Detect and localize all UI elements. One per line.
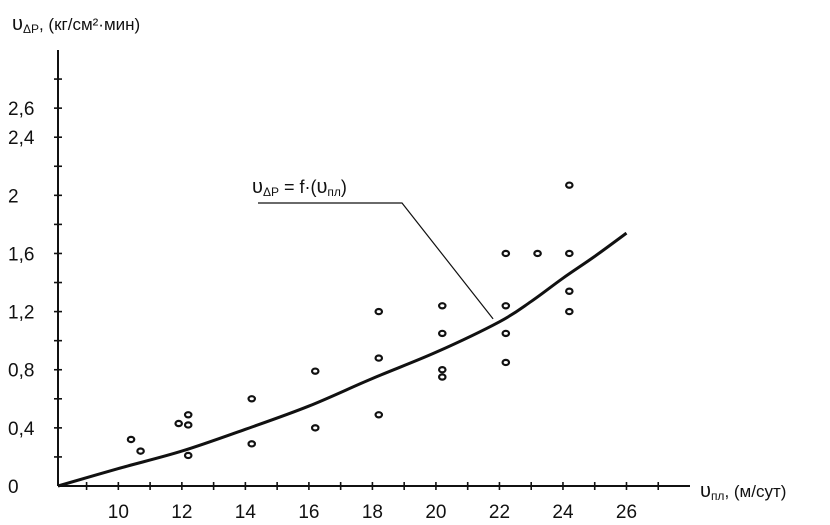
data-point [136, 447, 145, 455]
x-tick-label: 14 [235, 502, 257, 523]
x-axis-symbol: υ [700, 480, 711, 502]
y-axis-symbol: υ [12, 13, 23, 35]
data-point [501, 329, 511, 338]
y-tick-label: 0 [8, 477, 19, 498]
y-tick-label: 2,4 [8, 128, 35, 149]
data-point [501, 249, 511, 258]
x-tick-label: 12 [171, 502, 192, 523]
data-point [374, 411, 384, 419]
data-points [126, 181, 574, 460]
x-axis-title: υпл, (м/сут) [700, 480, 786, 503]
x-tick-label: 24 [552, 502, 574, 523]
x-tick-label: 16 [298, 502, 319, 523]
y-axis-subscript: ΔР [23, 22, 39, 36]
data-point [310, 424, 320, 432]
x-tick-label: 20 [425, 502, 446, 523]
data-point [247, 440, 257, 448]
y-tick-label: 2 [8, 186, 19, 207]
curve-annotation: υΔР = f·(υпл) [252, 176, 494, 320]
x-tick-label: 26 [616, 502, 637, 523]
trend-line [57, 231, 628, 488]
data-point [565, 249, 574, 258]
y-tick-label: 2,6 [8, 99, 34, 120]
data-point [174, 419, 183, 428]
svg-text:υпл, (м/сут): υпл, (м/сут) [700, 480, 786, 503]
data-point [183, 411, 193, 419]
trend-line-layer [57, 231, 628, 488]
data-point [501, 302, 511, 310]
curve-annotation-text: υΔР = f·(υпл) [252, 176, 347, 199]
x-tick-label: 18 [362, 502, 383, 523]
svg-text:υΔР, (кг/см²·мин): υΔР, (кг/см²·мин) [12, 13, 140, 36]
y-tick-label: 0,4 [8, 419, 35, 440]
axes [57, 50, 690, 487]
data-point [374, 307, 384, 316]
data-point [437, 329, 447, 338]
y-axis-units: , (кг/см²·мин) [39, 15, 140, 34]
data-point [183, 421, 193, 429]
data-point [183, 451, 193, 460]
y-axis-title: υΔР, (кг/см²·мин) [12, 13, 140, 36]
data-point [126, 435, 136, 444]
data-point [565, 307, 574, 316]
x-tick-label: 10 [108, 502, 129, 523]
data-point [374, 354, 384, 362]
data-point [533, 249, 542, 258]
x-axis-units: , (м/сут) [724, 482, 786, 501]
x-axis-subscript: пл [711, 489, 725, 503]
data-point [565, 287, 574, 295]
ticks: 0 0,4 0,8 1,2 1,6 2 2,4 2,6 10 12 14 16 18 20 22 24 26 [8, 78, 660, 523]
data-point [247, 395, 257, 403]
y-tick-label: 0,8 [8, 361, 34, 382]
data-point [310, 367, 320, 375]
data-point [501, 358, 511, 367]
data-point [565, 181, 574, 189]
x-tick-label: 22 [489, 502, 510, 523]
annotation-leader-line [258, 202, 494, 320]
y-tick-label: 1,2 [8, 303, 34, 324]
y-tick-label: 1,6 [8, 244, 34, 265]
data-point [437, 373, 447, 381]
data-point [437, 302, 447, 310]
data-point [437, 366, 447, 374]
